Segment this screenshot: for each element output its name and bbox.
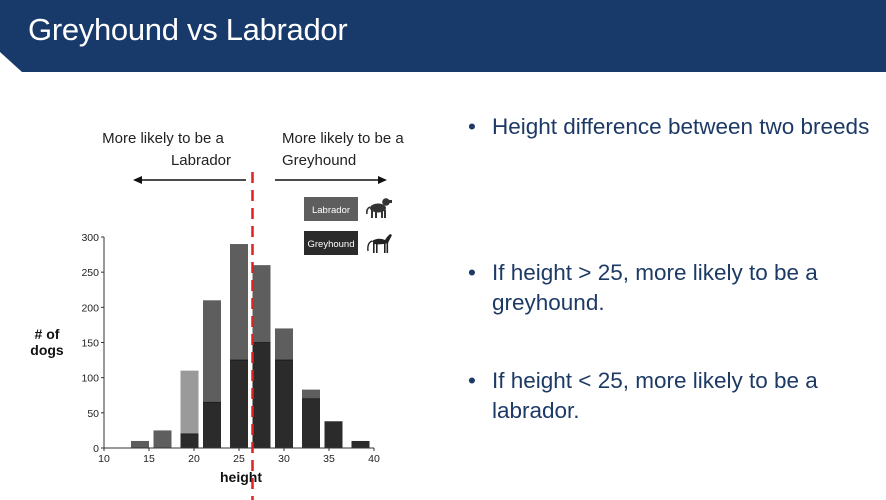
annotation-right-line1: More likely to be a (282, 130, 404, 147)
bar-labrador-4 (230, 244, 248, 361)
bar-labrador-6 (275, 328, 293, 361)
annotation-left-line1: More likely to be a (102, 130, 224, 147)
y-tick-label: 300 (81, 232, 99, 244)
x-axis-label: height (220, 469, 262, 485)
bar-labrador-5 (252, 265, 271, 343)
header-notch (0, 52, 22, 72)
greyhound-dog-icon (367, 234, 392, 253)
bar-greyhound-4 (230, 360, 248, 448)
bullet-greyhound-rule: • If height > 25, more likely to be a gr… (468, 258, 873, 318)
bullet-text: If height < 25, more likely to be a labr… (492, 368, 818, 423)
bar-labrador-7 (302, 389, 320, 399)
x-tick-label: 30 (278, 453, 290, 465)
bullet-height-difference: • Height difference between two breeds (468, 112, 873, 142)
legend-labrador-swatch (304, 197, 358, 221)
left-arrow (133, 176, 246, 184)
bar-greyhound-5 (252, 342, 271, 448)
legend-greyhound-label: Greyhound (307, 239, 354, 250)
x-tick-label: 20 (188, 453, 200, 465)
x-tick-label: 10 (98, 453, 110, 465)
bar-greyhound-6 (275, 360, 293, 448)
x-tick-label: 25 (233, 453, 245, 465)
right-arrow (275, 176, 387, 184)
axes-group: 0 50 100 150 200 250 300 10 15 20 25 30 35 40 (81, 172, 380, 500)
legend: Labrador Greyhound (304, 197, 392, 255)
y-axis-label-line1: # of (35, 326, 60, 342)
histogram-chart: More likely to be a Labrador More likely… (30, 130, 404, 500)
x-tick-label: 15 (143, 453, 155, 465)
bullet-text: If height > 25, more likely to be a grey… (492, 260, 818, 315)
bar-greyhound-2 (180, 433, 199, 448)
bullet-text: Height difference between two breeds (492, 114, 870, 139)
y-tick-label: 50 (87, 408, 99, 420)
y-tick-label: 150 (81, 338, 99, 350)
bar-labrador-0 (131, 440, 149, 448)
y-tick-label: 100 (81, 373, 99, 385)
bar-greyhound-7 (302, 398, 320, 448)
y-tick-label: 250 (81, 267, 99, 279)
y-axis-label-line2: dogs (30, 342, 64, 358)
annotation-right-line2: Greyhound (282, 152, 356, 169)
slide-title: Greyhound vs Labrador (28, 12, 348, 47)
x-tick-label: 35 (323, 453, 335, 465)
bar-greyhound-8 (324, 421, 343, 448)
bullet-marker: • (468, 368, 476, 393)
slide-header: Greyhound vs Labrador (0, 0, 886, 72)
y-tick-label: 200 (81, 302, 99, 314)
labrador-dog-icon (366, 198, 392, 218)
annotation-left-line2: Labrador (171, 152, 231, 169)
bar-labrador-3 (203, 300, 221, 403)
bar-labrador-2 (180, 370, 199, 434)
bar-greyhound-3 (203, 402, 221, 448)
x-tick-label: 40 (368, 453, 380, 465)
bullet-labrador-rule: • If height < 25, more likely to be a la… (468, 366, 873, 426)
legend-labrador-label: Labrador (312, 205, 350, 216)
bullet-marker: • (468, 260, 476, 285)
legend-greyhound-swatch (304, 231, 358, 255)
bar-labrador-1 (153, 430, 172, 448)
y-tick-label: 0 (93, 443, 99, 455)
bullet-marker: • (468, 114, 476, 139)
bar-greyhound-9 (351, 440, 370, 448)
bars-group (131, 244, 370, 449)
